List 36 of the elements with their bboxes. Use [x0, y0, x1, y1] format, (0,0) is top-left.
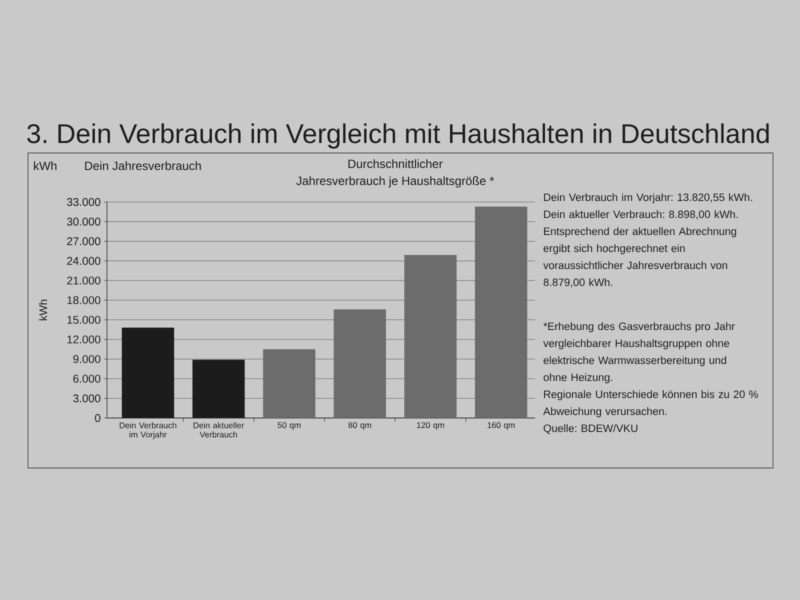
y-tick-label: 18.000: [67, 296, 100, 304]
y-tick-label: 27.000: [67, 237, 100, 246]
chart-title: 3. Dein Verbrauch im Vergleich mit Haushalten in Deutschland: [27, 123, 769, 149]
text: kWh: [34, 161, 56, 170]
text: Dein aktueller Verbrauch: 8.898,00 kWh.: [544, 210, 738, 220]
y-tick-label: 6.000: [73, 374, 100, 383]
text: Jahresverbrauch je Haushaltsgröße *: [296, 176, 494, 188]
x-tick-label: 160 qm: [488, 422, 515, 430]
text: Durchschnittlicher: [348, 159, 443, 168]
bar: [404, 255, 457, 418]
y-tick-label: 33.000: [66, 198, 100, 206]
x-tick-label: 120 qm: [417, 422, 444, 430]
source-note: Quelle: BDEW/VKU: [544, 424, 638, 434]
bar: [334, 309, 386, 418]
y-tick-label: 15.000: [67, 316, 100, 324]
y-axis-title: kWh: [39, 300, 47, 320]
text: Dein Verbrauch im Vorjahr: 13.820,55 kWh.: [544, 193, 752, 204]
y-tick-label: 3.000: [73, 394, 100, 402]
text: Regionale Unterschiede können bis zu 20 % Abweichung verursachen.: [543, 390, 758, 418]
y-tick-label: 0: [95, 414, 100, 422]
x-tick-label: 80 qm: [348, 422, 372, 430]
x-tick-label: 50 qm: [278, 422, 300, 430]
text: *Erhebung des Gasverbrauchs pro Jahr vergleichbarer Haushaltsgruppen ohne elektrische Warmwasserbereitung und ohne Heizung.: [543, 322, 735, 384]
x-tick-label: Dein aktueller Verbrauch: [194, 422, 244, 438]
bar: [474, 206, 528, 418]
y-tick-label: 30.000: [66, 218, 100, 226]
text: Dein Jahresverbrauch: [85, 161, 201, 170]
y-tick-label: 21.000: [67, 276, 100, 285]
bar: [122, 328, 174, 418]
x-tick-label: Dein Verbrauch im Vorjahr: [120, 422, 176, 440]
bar: [192, 360, 245, 418]
y-tick-label: 12.000: [67, 335, 100, 344]
y-tick-label: 24.000: [67, 256, 100, 265]
text: Entsprechend der aktuellen Abrechnung ergibt sich hochgerechnet ein voraussichtlicher Jahresverbrauch von 8.879,00 kWh.: [543, 227, 736, 288]
bar: [263, 349, 316, 418]
y-tick-label: 9.000: [73, 355, 100, 364]
